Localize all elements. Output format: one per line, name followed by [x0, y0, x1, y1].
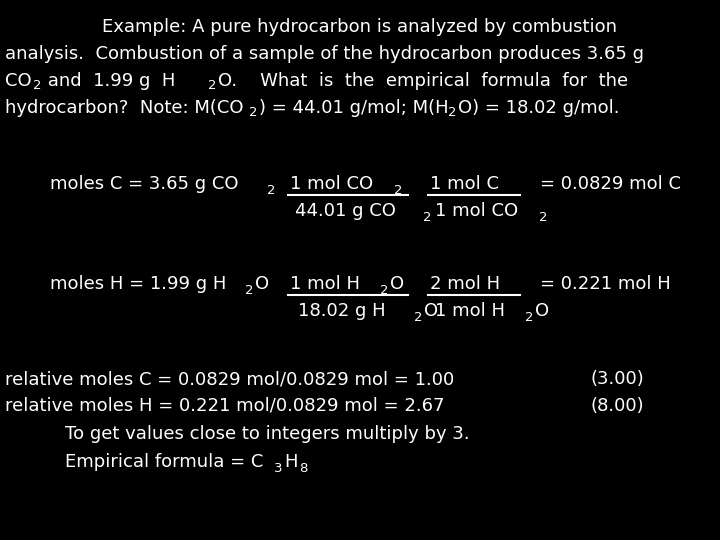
Text: O) = 18.02 g/mol.: O) = 18.02 g/mol.: [458, 99, 619, 117]
Text: 1 mol H: 1 mol H: [435, 302, 505, 320]
Text: ) = 44.01 g/mol; M(H: ) = 44.01 g/mol; M(H: [259, 99, 449, 117]
Text: O: O: [535, 302, 549, 320]
Text: = 0.0829 mol C: = 0.0829 mol C: [540, 175, 681, 193]
Text: CO: CO: [5, 72, 32, 90]
Text: moles C = 3.65 g CO: moles C = 3.65 g CO: [50, 175, 238, 193]
Text: 2: 2: [423, 211, 431, 224]
Text: 2: 2: [33, 79, 42, 92]
Text: 1 mol C: 1 mol C: [430, 175, 499, 193]
Text: 2: 2: [208, 79, 217, 92]
Text: 1 mol CO: 1 mol CO: [435, 202, 518, 220]
Text: 1 mol CO: 1 mol CO: [290, 175, 373, 193]
Text: 2: 2: [380, 284, 389, 297]
Text: 2: 2: [394, 184, 402, 197]
Text: = 0.221 mol H: = 0.221 mol H: [540, 275, 671, 293]
Text: 2: 2: [448, 106, 456, 119]
Text: and  1.99 g  H: and 1.99 g H: [42, 72, 176, 90]
Text: To get values close to integers multiply by 3.: To get values close to integers multiply…: [65, 425, 469, 443]
Text: 2 mol H: 2 mol H: [430, 275, 500, 293]
Text: 2: 2: [249, 106, 258, 119]
Text: O: O: [390, 275, 404, 293]
Text: 2: 2: [267, 184, 276, 197]
Text: 2: 2: [414, 311, 423, 324]
Text: 2: 2: [539, 211, 547, 224]
Text: hydrocarbon?  Note: M(CO: hydrocarbon? Note: M(CO: [5, 99, 243, 117]
Text: O.    What  is  the  empirical  formula  for  the: O. What is the empirical formula for the: [218, 72, 628, 90]
Text: analysis.  Combustion of a sample of the hydrocarbon produces 3.65 g: analysis. Combustion of a sample of the …: [5, 45, 644, 63]
Text: 2: 2: [525, 311, 534, 324]
Text: Empirical formula = C: Empirical formula = C: [65, 453, 264, 471]
Text: (3.00): (3.00): [590, 370, 644, 388]
Text: 1 mol H: 1 mol H: [290, 275, 360, 293]
Text: O: O: [424, 302, 438, 320]
Text: 44.01 g CO: 44.01 g CO: [295, 202, 396, 220]
Text: 2: 2: [245, 284, 253, 297]
Text: H: H: [284, 453, 297, 471]
Text: (8.00): (8.00): [590, 397, 644, 415]
Text: 3: 3: [274, 462, 282, 475]
Text: 8: 8: [299, 462, 307, 475]
Text: relative moles H = 0.221 mol/0.0829 mol = 2.67: relative moles H = 0.221 mol/0.0829 mol …: [5, 397, 444, 415]
Text: 18.02 g H: 18.02 g H: [298, 302, 386, 320]
Text: Example: A pure hydrocarbon is analyzed by combustion: Example: A pure hydrocarbon is analyzed …: [102, 18, 618, 36]
Text: relative moles C = 0.0829 mol/0.0829 mol = 1.00: relative moles C = 0.0829 mol/0.0829 mol…: [5, 370, 454, 388]
Text: O: O: [255, 275, 269, 293]
Text: moles H = 1.99 g H: moles H = 1.99 g H: [50, 275, 226, 293]
